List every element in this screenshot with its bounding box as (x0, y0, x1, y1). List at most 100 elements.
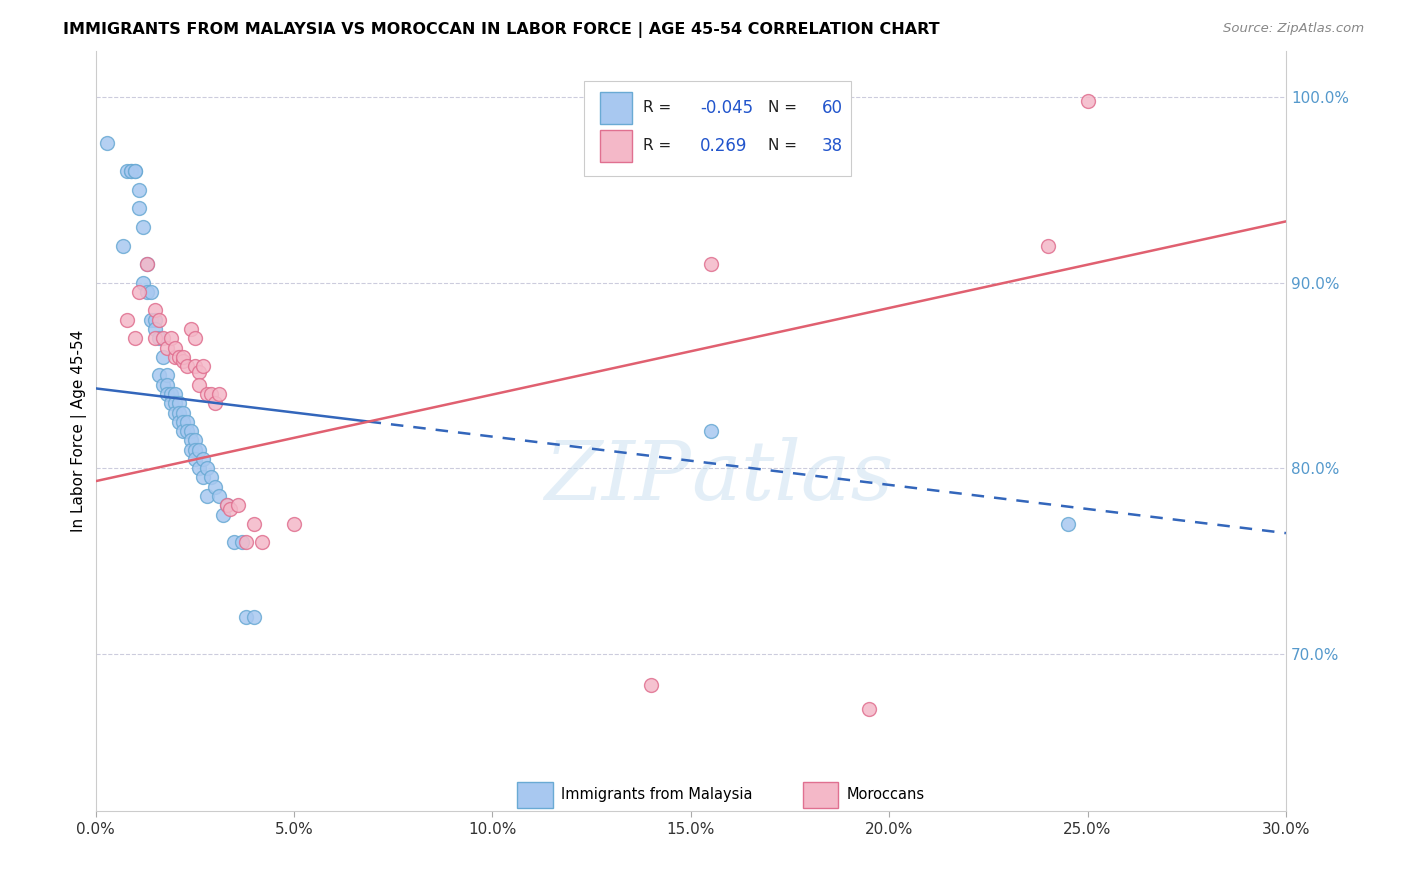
FancyBboxPatch shape (583, 81, 852, 177)
Text: atlas: atlas (690, 437, 893, 516)
Point (160, 396, 183, 410)
FancyBboxPatch shape (600, 130, 633, 161)
Point (200, 470, 222, 484)
Point (160, 331, 183, 345)
Point (1077, 94, 1099, 108)
Point (172, 415, 194, 429)
Point (187, 365, 209, 379)
Point (184, 359, 207, 373)
Point (117, 312, 139, 326)
Point (1056, 516, 1078, 531)
Point (219, 502, 242, 516)
Point (143, 331, 166, 345)
Point (184, 451, 207, 466)
Point (163, 387, 186, 401)
Point (172, 405, 194, 419)
Text: N =: N = (768, 100, 801, 115)
Point (252, 535, 274, 549)
Point (187, 442, 209, 457)
Point (132, 219, 155, 234)
Point (152, 331, 174, 345)
Point (699, 424, 721, 438)
Point (163, 341, 186, 355)
Point (152, 377, 174, 392)
Point (96, 136, 118, 151)
Point (211, 508, 233, 522)
Point (163, 396, 186, 410)
Point (124, 164, 146, 178)
Point (136, 257, 159, 271)
Point (143, 322, 166, 336)
Point (191, 470, 214, 484)
Point (204, 480, 226, 494)
Point (132, 276, 155, 290)
Text: ZIP: ZIP (544, 437, 690, 516)
Point (152, 350, 174, 364)
Text: 60: 60 (821, 99, 842, 117)
Point (200, 387, 222, 401)
Point (184, 434, 207, 448)
Text: R =: R = (643, 100, 676, 115)
FancyBboxPatch shape (600, 92, 633, 124)
Point (184, 442, 207, 457)
Point (128, 285, 150, 299)
Point (858, 702, 880, 716)
Point (117, 164, 139, 178)
Point (143, 312, 166, 326)
Point (172, 353, 194, 368)
Point (243, 516, 266, 531)
Point (176, 424, 198, 438)
Point (120, 164, 142, 178)
Point (148, 368, 170, 383)
Point (139, 285, 162, 299)
Point (167, 405, 190, 419)
Point (1036, 238, 1059, 252)
Point (224, 535, 246, 549)
Point (163, 350, 186, 364)
Point (124, 164, 146, 178)
Point (156, 377, 179, 392)
Point (215, 498, 238, 512)
Point (228, 498, 250, 512)
Point (235, 535, 257, 549)
Text: 38: 38 (821, 136, 842, 155)
Point (136, 285, 159, 299)
Point (215, 498, 238, 512)
FancyBboxPatch shape (803, 781, 838, 807)
Point (167, 350, 190, 364)
Point (243, 609, 266, 624)
Point (640, 678, 662, 692)
Point (148, 331, 170, 345)
Point (156, 368, 179, 383)
Text: -0.045: -0.045 (700, 99, 754, 117)
Point (235, 609, 257, 624)
Point (180, 434, 202, 448)
FancyBboxPatch shape (517, 781, 553, 807)
Text: R =: R = (643, 138, 676, 153)
Point (176, 415, 198, 429)
Point (191, 359, 214, 373)
Text: Source: ZipAtlas.com: Source: ZipAtlas.com (1223, 22, 1364, 36)
Point (172, 424, 194, 438)
Point (167, 396, 190, 410)
Point (172, 350, 194, 364)
Point (184, 331, 207, 345)
Point (699, 257, 721, 271)
Point (148, 312, 170, 326)
Point (187, 377, 209, 392)
Point (176, 359, 198, 373)
Point (180, 322, 202, 336)
Point (156, 341, 179, 355)
Point (191, 451, 214, 466)
Point (187, 461, 209, 475)
Point (207, 489, 229, 503)
Point (231, 535, 253, 549)
Point (207, 387, 229, 401)
Point (195, 461, 218, 475)
Point (128, 202, 150, 216)
Text: N =: N = (768, 138, 801, 153)
Point (160, 387, 183, 401)
Point (156, 387, 179, 401)
Point (112, 238, 135, 252)
Point (167, 415, 190, 429)
